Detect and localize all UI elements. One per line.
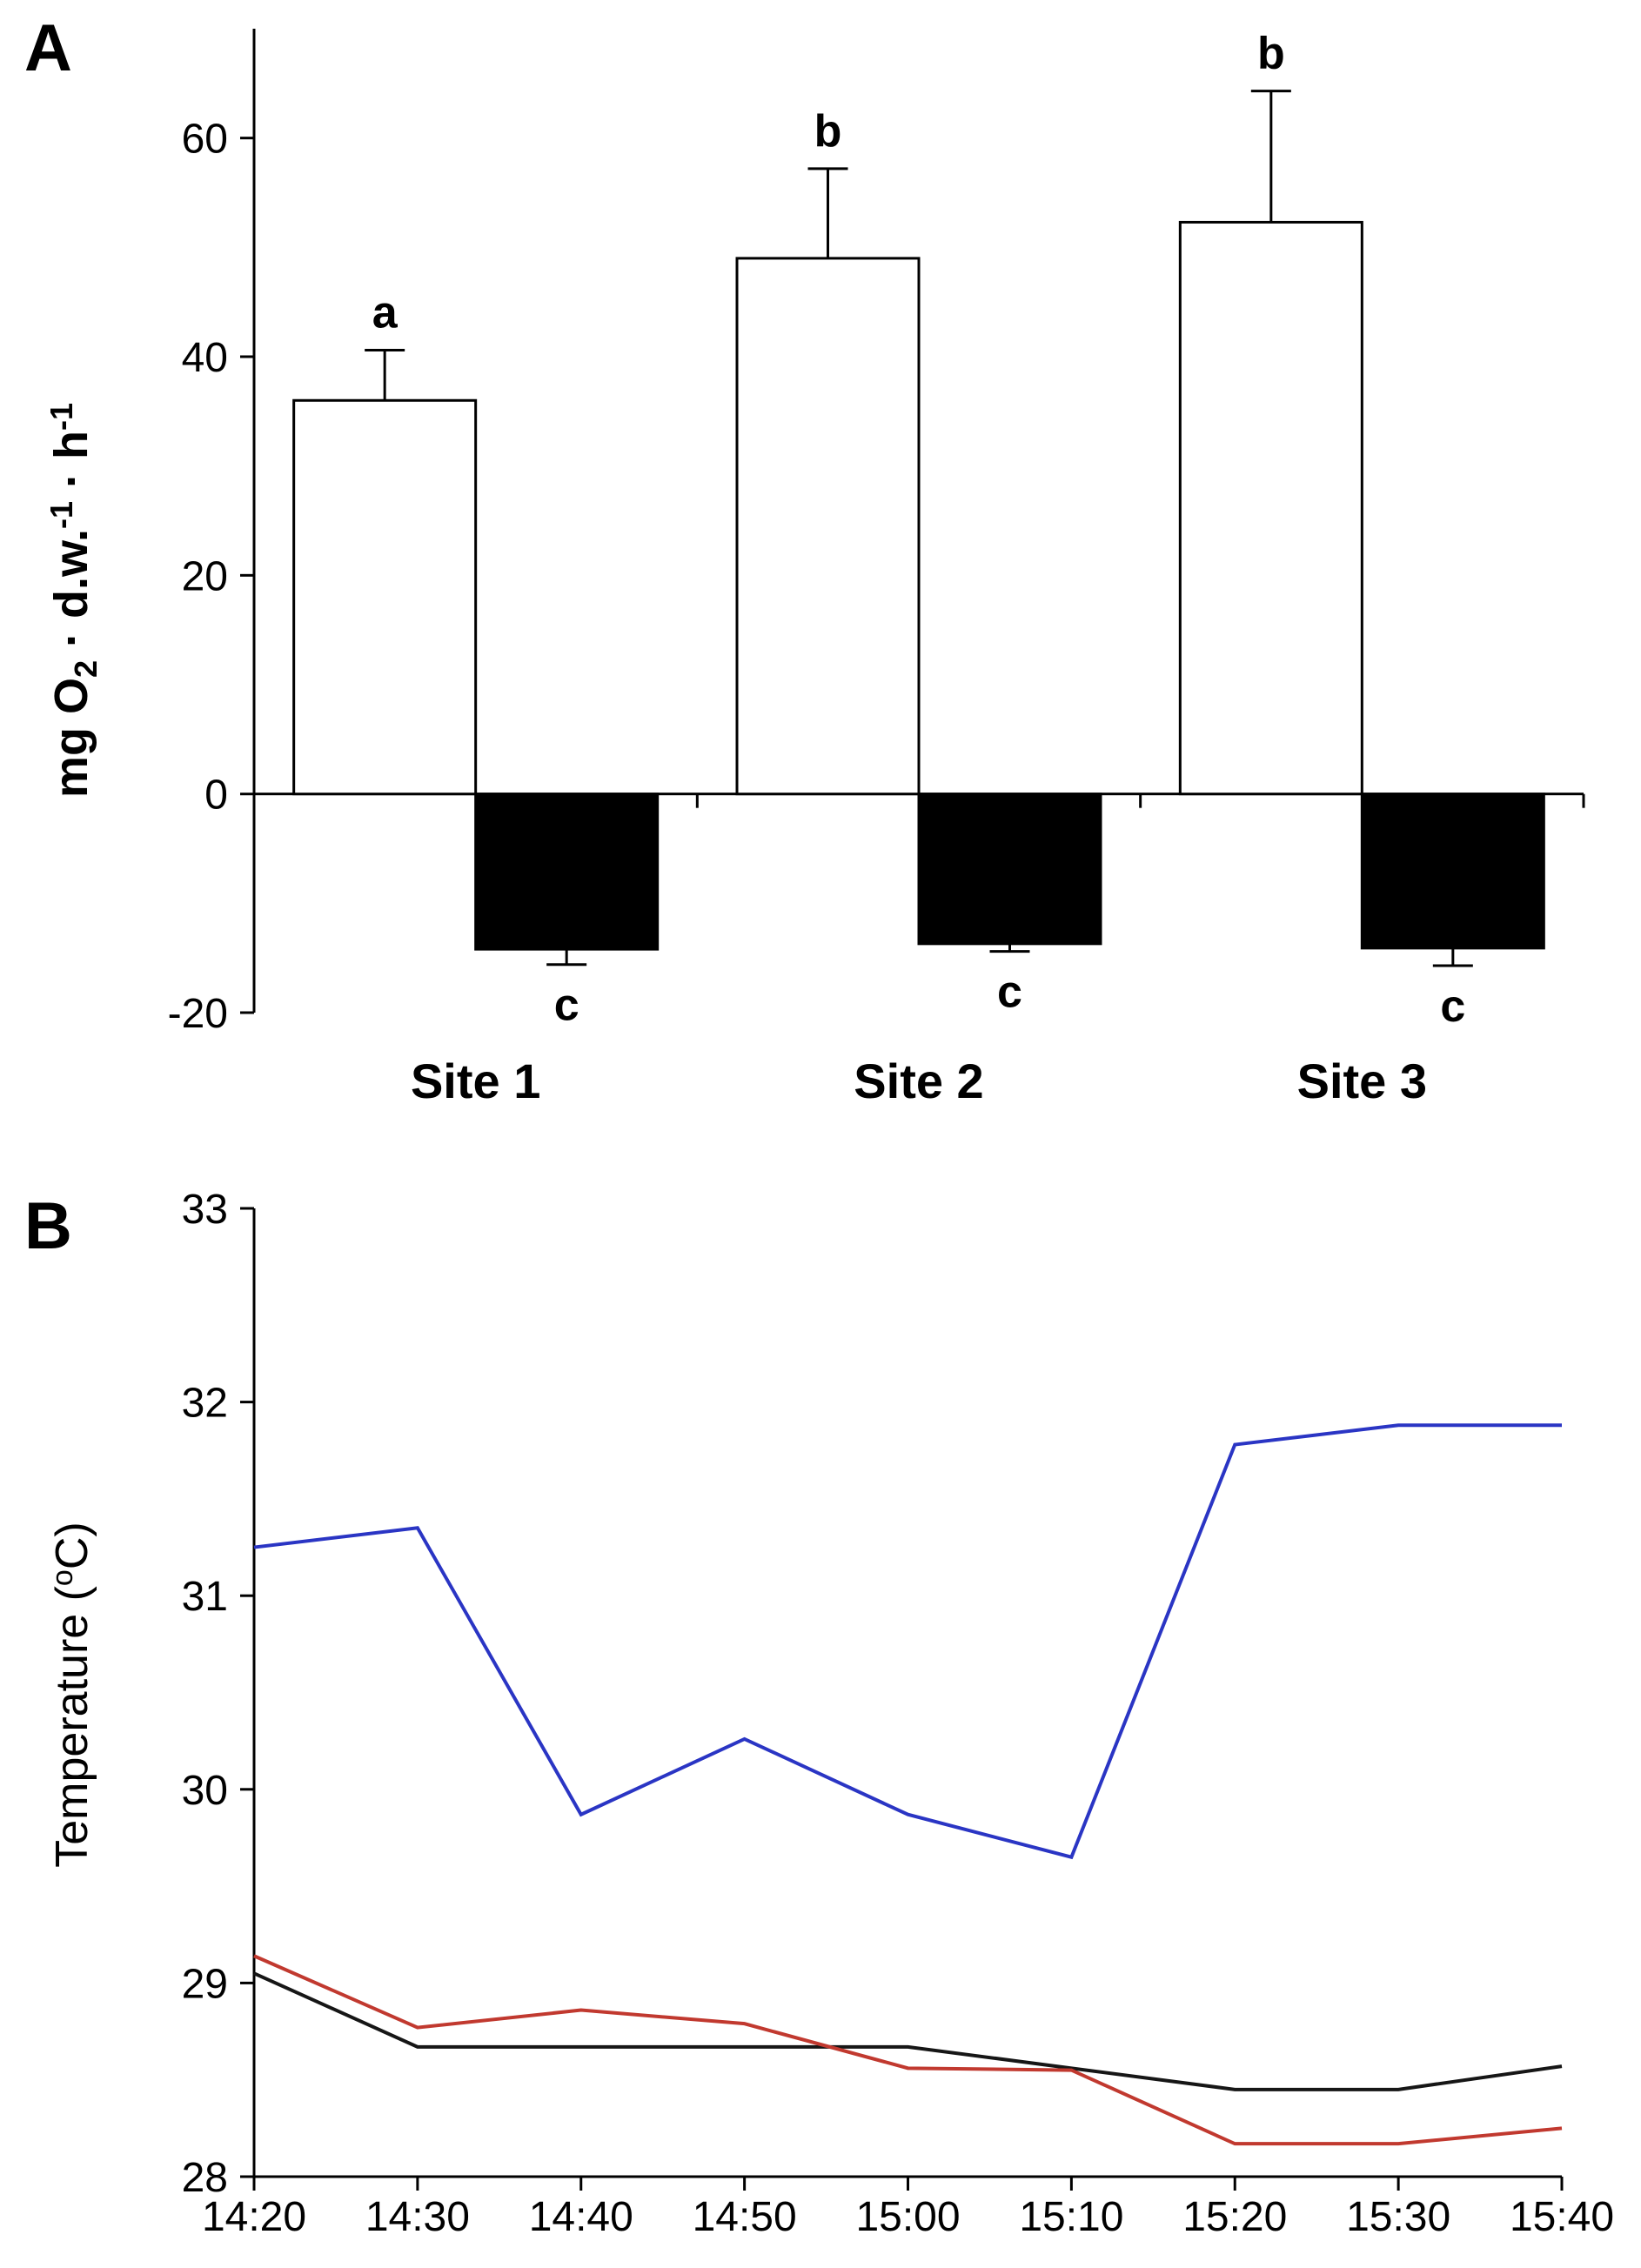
y-tick-label: 31	[182, 1574, 228, 1620]
x-tick-label: 15:40	[1510, 2194, 1614, 2240]
bar-black-bars-site-2	[917, 793, 1102, 946]
y-tick-label: 28	[182, 2155, 228, 2201]
x-tick-label: 15:20	[1182, 2194, 1287, 2240]
temperature-axis-title: Temperature (oC)	[46, 1522, 97, 1867]
x-tick-label: 14:50	[693, 2194, 797, 2240]
x-tick-label: 15:00	[855, 2194, 960, 2240]
significance-letter: c	[997, 967, 1022, 1018]
bar-black-bars-site-1	[474, 793, 660, 951]
y-tick-label: 29	[182, 1961, 228, 2007]
y-tick-label: 33	[182, 1187, 228, 1233]
x-tick-label: 14:20	[202, 2194, 306, 2240]
significance-letter: b	[814, 106, 842, 157]
y-tick-label: 60	[182, 117, 228, 163]
significance-letter: b	[1257, 29, 1285, 79]
x-tick-label: 15:10	[1019, 2194, 1123, 2240]
x-tick-label: 14:40	[529, 2194, 633, 2240]
category-label: Site 1	[411, 1054, 540, 1108]
y-tick-label: 40	[182, 335, 228, 381]
significance-letter: c	[1440, 981, 1465, 1032]
y-tick-label: 20	[182, 553, 228, 599]
panel-a-label: A	[24, 11, 72, 85]
black-line	[253, 1971, 1563, 2091]
y-tick-label: 30	[182, 1768, 228, 1814]
panel-b-label: B	[24, 1189, 72, 1263]
panel-a-bar-chart: 60 40 20 0 -20 Site 1 a c Site 2 b c Site 3 b c mg O2 …	[44, 29, 1585, 1108]
significance-letter: a	[372, 287, 399, 338]
category-label: Site 2	[854, 1054, 983, 1108]
oxygen-axis-title: mg O2 · d.w.-1 · h-1	[44, 403, 104, 798]
bar-black-bars-site-3	[1360, 793, 1545, 950]
y-tick-label: 0	[204, 773, 228, 819]
x-tick-label: 14:30	[365, 2194, 470, 2240]
blue-line	[253, 1423, 1562, 1860]
bar-white-bars-site-1	[292, 398, 478, 796]
significance-letter: c	[554, 980, 579, 1031]
y-tick-label: -20	[168, 991, 228, 1037]
y-tick-label: 32	[182, 1381, 228, 1427]
bar-white-bars-site-2	[735, 257, 921, 796]
red-line	[253, 1954, 1563, 2146]
category-label: Site 3	[1297, 1054, 1427, 1108]
bar-white-bars-site-3	[1178, 220, 1363, 796]
x-tick-label: 15:30	[1346, 2194, 1450, 2240]
